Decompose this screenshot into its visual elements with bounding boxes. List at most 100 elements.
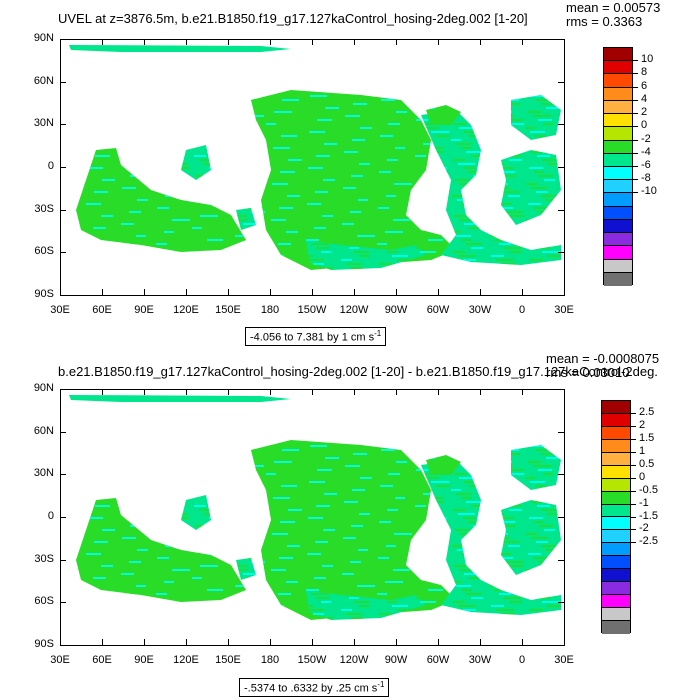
top-field-streak xyxy=(95,155,110,157)
top-field-streak xyxy=(434,207,446,209)
top-field-streak xyxy=(495,111,512,113)
bottom-field-streak xyxy=(236,457,253,459)
bottom-colorbar-cell xyxy=(602,608,630,621)
top-field-streak xyxy=(417,267,430,269)
top-field-streak xyxy=(192,135,202,137)
top-field-streak xyxy=(316,247,330,249)
bottom-field-streak xyxy=(167,565,180,567)
bottom-field-streak xyxy=(160,449,175,451)
bottom-field-streak xyxy=(129,561,141,563)
bottom-field-streak xyxy=(230,581,241,583)
bottom-field-streak xyxy=(165,545,176,547)
bottom-field-streak xyxy=(120,609,132,611)
bottom-field-streak xyxy=(425,513,437,515)
top-field-streak xyxy=(389,179,402,181)
bottom-field-streak xyxy=(432,445,442,447)
top-colorbar-label: 6 xyxy=(641,79,648,92)
bottom-lon-tick-label: 120W xyxy=(339,654,369,666)
bottom-field-streak xyxy=(86,553,101,555)
top-field-streak xyxy=(251,211,265,213)
top-field-streak xyxy=(362,147,376,149)
top-colorbar-cell xyxy=(604,140,632,154)
top-field-streak xyxy=(350,211,361,213)
top-field-streak xyxy=(158,263,171,265)
top-field-streak xyxy=(430,259,447,261)
bottom-field-streak xyxy=(431,481,449,483)
bottom-field-streak xyxy=(122,537,136,539)
top-field-streak xyxy=(205,127,219,129)
top-lon-tick-mark xyxy=(60,289,61,295)
top-lon-tick-label: 60E xyxy=(92,304,112,316)
top-field-streak xyxy=(351,175,363,177)
bottom-field-streak xyxy=(347,485,364,487)
top-field-streak xyxy=(88,131,105,133)
bottom-field-streak xyxy=(538,561,552,563)
bottom-field-streak xyxy=(397,609,409,611)
top-field-streak xyxy=(195,119,208,121)
bottom-field-streak xyxy=(426,477,439,479)
bottom-lon-tick-mark xyxy=(186,639,187,645)
bottom-field-streak xyxy=(93,577,106,579)
bottom-field-streak xyxy=(352,581,365,583)
bottom-lon-tick-mark xyxy=(186,389,187,395)
top-field-streak xyxy=(237,255,255,257)
top-field-streak xyxy=(193,99,204,101)
bottom-field-streak xyxy=(431,573,449,575)
top-field-streak xyxy=(495,203,512,205)
bottom-colorbar-cell xyxy=(602,582,630,596)
bottom-field-streak xyxy=(434,557,446,559)
top-field-streak xyxy=(533,115,551,117)
bottom-field-streak xyxy=(501,613,515,615)
bottom-field-streak xyxy=(469,485,479,487)
bottom-colorbar-tick xyxy=(631,490,636,492)
top-field-streak xyxy=(193,191,204,193)
bottom-lat-tick-mark xyxy=(60,559,66,561)
bottom-field-streak xyxy=(231,545,243,547)
bottom-field-streak xyxy=(347,577,364,579)
top-field-streak xyxy=(539,267,554,269)
bottom-field-streak xyxy=(428,497,443,499)
top-field-streak xyxy=(198,195,214,197)
bottom-field-streak xyxy=(458,605,475,607)
top-field-streak xyxy=(274,111,292,113)
bottom-field-streak xyxy=(423,493,433,495)
bottom-field-streak xyxy=(137,549,148,551)
bottom-field-streak xyxy=(536,541,548,543)
bottom-lat-tick-mark xyxy=(60,602,66,604)
bottom-field-streak xyxy=(193,541,204,543)
top-colorbar-tick xyxy=(633,152,638,154)
bottom-field-streak xyxy=(394,533,412,535)
top-field-streak xyxy=(504,155,521,157)
top-field-streak xyxy=(98,139,116,141)
bottom-field-streak xyxy=(175,553,187,555)
top-field-streak xyxy=(489,235,500,237)
top-lat-tick-mark xyxy=(60,209,66,211)
bottom-field-streak xyxy=(453,601,465,603)
top-field-streak xyxy=(394,183,412,185)
bottom-field-streak xyxy=(433,501,444,503)
bottom-field-streak xyxy=(165,453,176,455)
top-field-streak xyxy=(278,243,291,245)
bottom-field-streak xyxy=(355,565,371,567)
bottom-field-streak xyxy=(491,605,504,607)
top-field-streak xyxy=(459,127,477,129)
bottom-field-streak xyxy=(284,469,294,471)
top-field-streak xyxy=(86,111,101,113)
top-field-streak xyxy=(319,231,336,233)
top-field-streak xyxy=(386,103,396,105)
top-field-streak xyxy=(390,143,404,145)
bottom-field-streak xyxy=(312,465,322,467)
top-field-streak xyxy=(310,95,327,97)
top-field-streak xyxy=(538,211,552,213)
top-colorbar-cell xyxy=(604,259,632,273)
top-field-streak xyxy=(324,235,337,237)
top-caption-text: -4.056 to 7.381 by 1 cm s xyxy=(250,331,375,344)
top-field-streak xyxy=(273,147,290,149)
bottom-field-streak xyxy=(176,517,189,519)
top-field-streak xyxy=(120,167,132,169)
bottom-field-streak xyxy=(86,461,101,463)
top-field-streak xyxy=(399,187,413,189)
bottom-field-streak xyxy=(209,609,227,611)
top-field-streak xyxy=(346,171,362,173)
bottom-field-streak xyxy=(139,477,152,479)
